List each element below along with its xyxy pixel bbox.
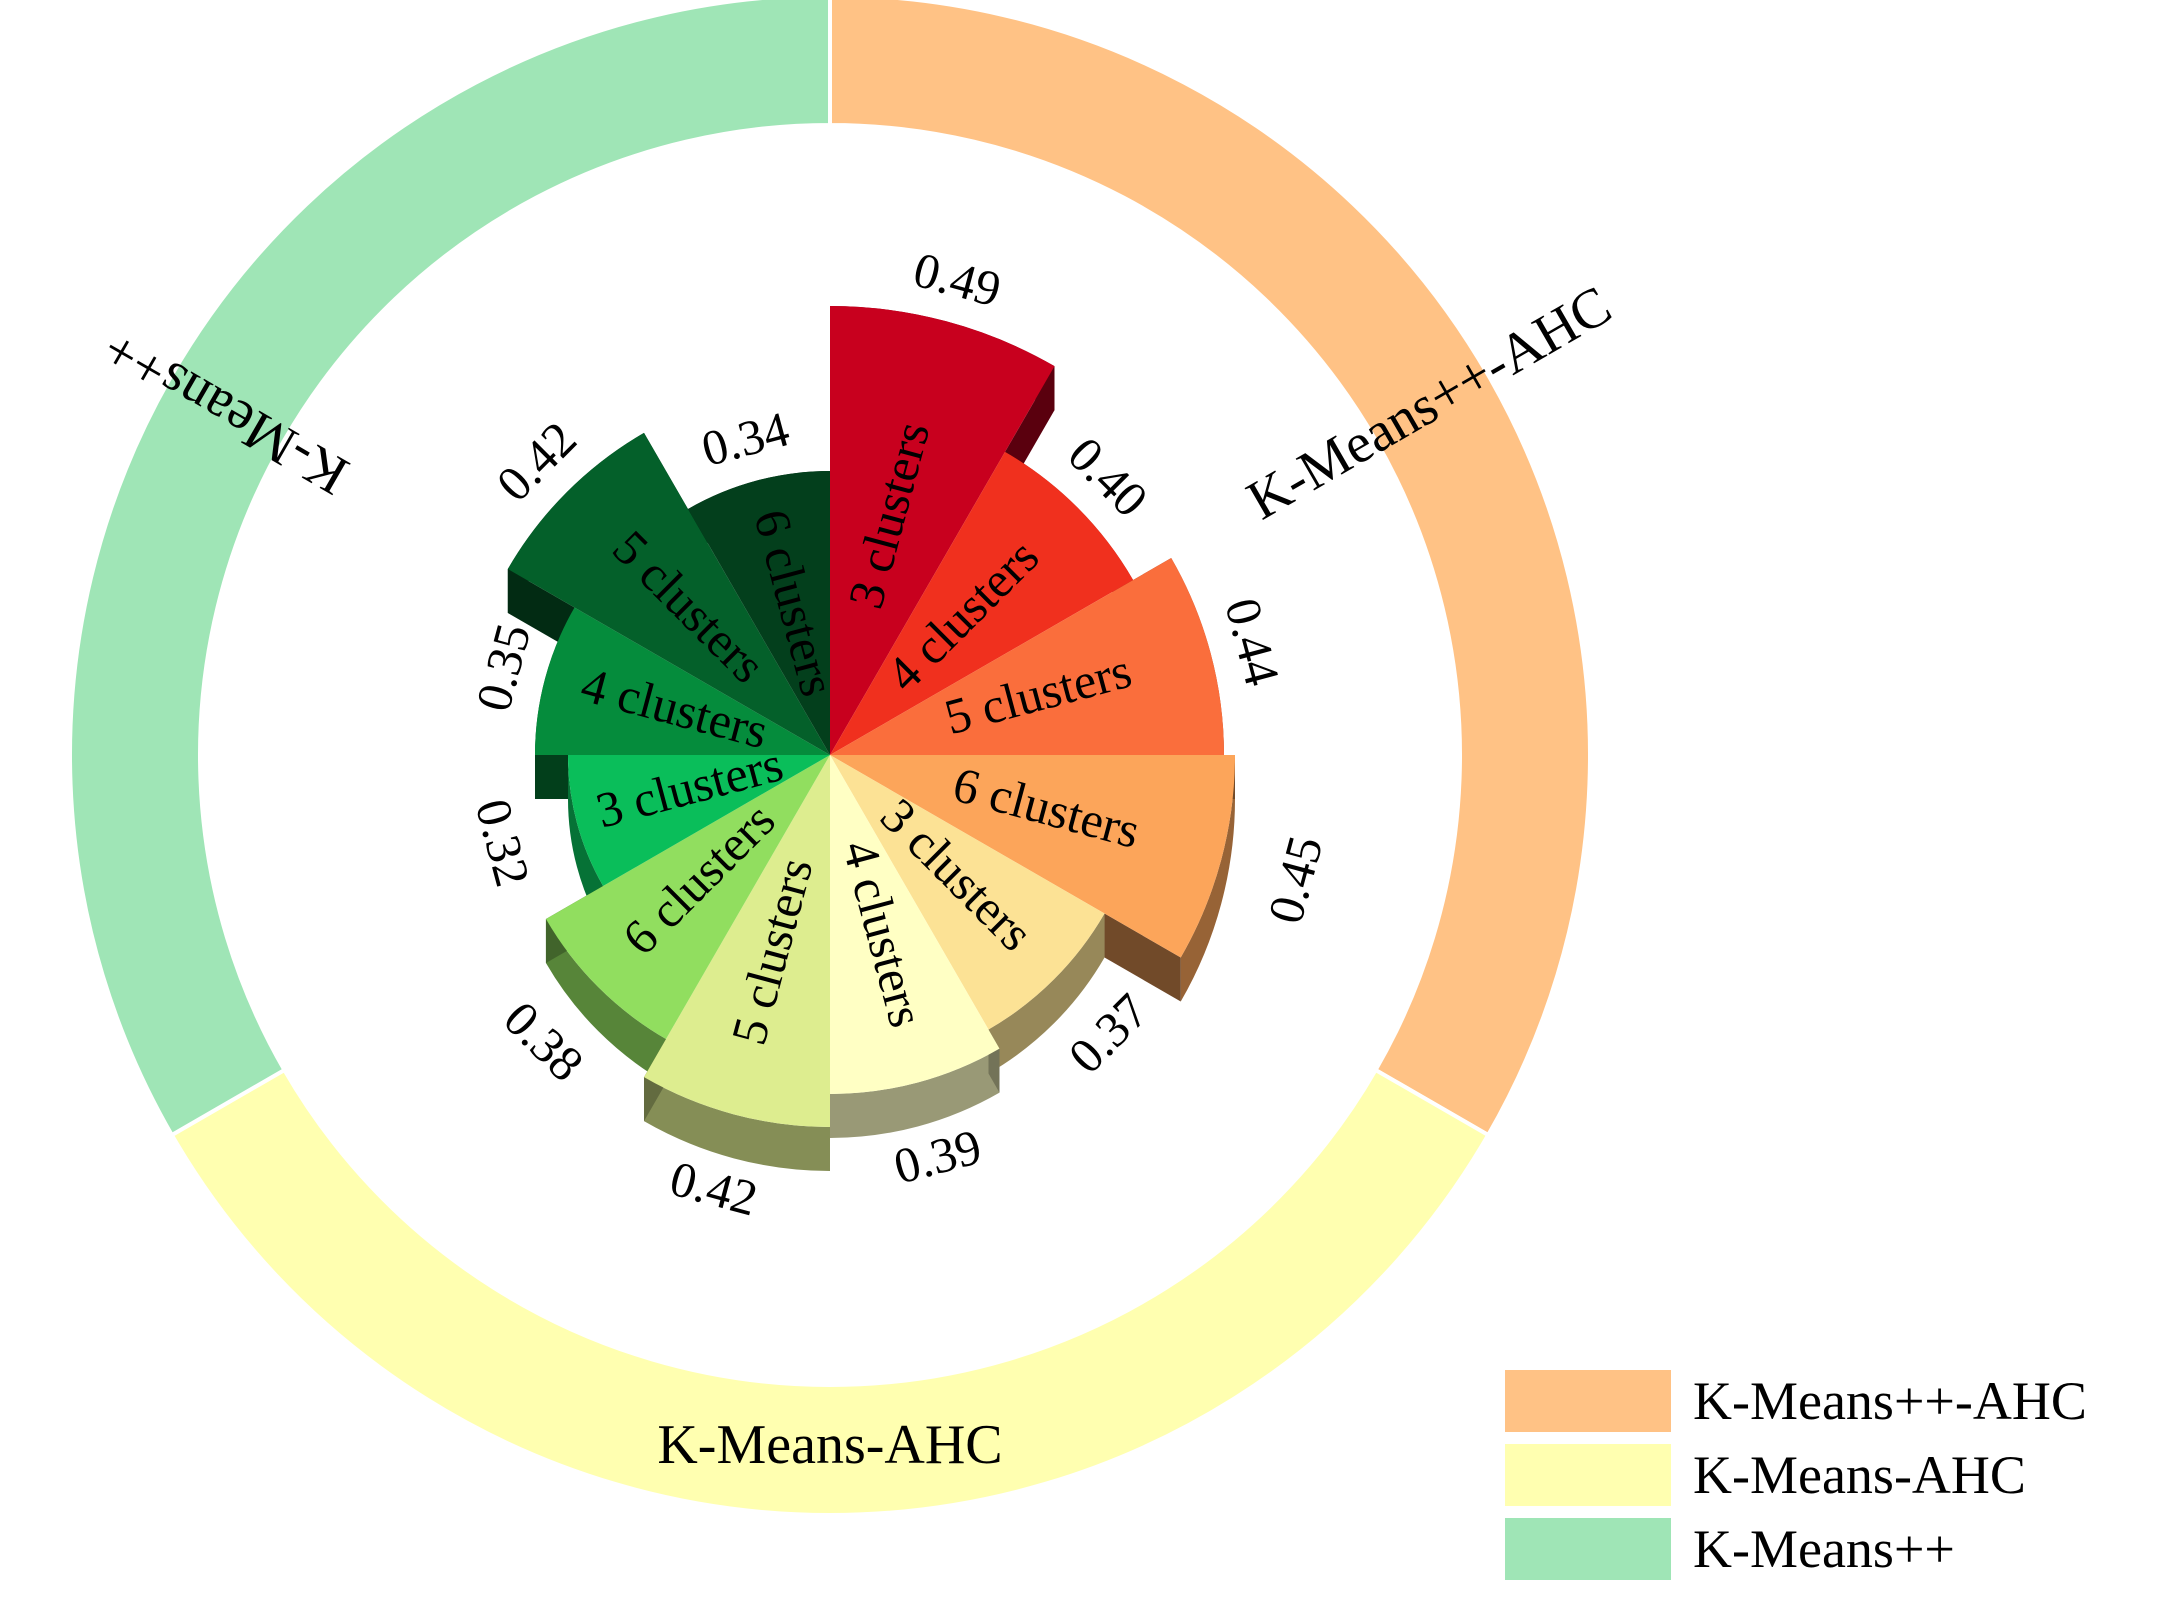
segment-side	[545, 919, 666, 1084]
segment-bar	[535, 607, 830, 755]
segment-value-label: 0.34	[696, 400, 795, 477]
segment-side	[644, 1077, 830, 1171]
group-ring-arc	[68, 0, 832, 1138]
segment-bar	[830, 451, 1134, 755]
segment-value-label: 0.35	[465, 618, 542, 717]
segment-side	[988, 913, 1105, 1074]
legend-entry: K-Means++	[1505, 1518, 2165, 1580]
segment-bar	[830, 755, 1105, 1030]
segment-bar	[830, 755, 1000, 1094]
segment-value-label: 0.44	[1214, 592, 1291, 691]
segment-value-label: 0.32	[465, 793, 542, 892]
group-ring-arc	[828, 0, 1592, 1138]
legend-swatch	[1505, 1370, 1671, 1432]
segments	[507, 306, 1235, 1171]
legend-swatch	[1505, 1518, 1671, 1580]
segment-bar	[545, 755, 830, 1040]
segment-bar	[830, 755, 1235, 958]
legend-entry: K-Means-AHC	[1505, 1444, 2165, 1506]
legend-label: K-Means++	[1693, 1519, 1955, 1579]
legend-entry: K-Means++-AHC	[1505, 1370, 2165, 1432]
segment-bar	[830, 306, 1055, 755]
group-ring-arc	[169, 1067, 1491, 1518]
legend-swatch	[1505, 1444, 1671, 1506]
legend-label: K-Means-AHC	[1693, 1445, 2026, 1505]
legend-label: K-Means++-AHC	[1693, 1371, 2087, 1431]
segment-side	[830, 1048, 1000, 1138]
segment-wall	[535, 755, 568, 799]
segment-side	[568, 755, 604, 930]
segment-wall	[1104, 913, 1181, 1002]
segment-bar	[568, 755, 830, 886]
segment-wall	[507, 569, 575, 652]
segment-value-label: 0.45	[1257, 830, 1334, 929]
segment-value-label: 0.49	[908, 241, 1007, 318]
legend: K-Means++-AHC K-Means-AHC K-Means++	[1505, 1370, 2165, 1592]
group-ring-label: K-Means-AHC	[657, 1414, 1002, 1476]
segment-bar	[507, 432, 830, 755]
segment-bar	[688, 471, 830, 755]
segment-bar	[644, 755, 830, 1127]
segment-side	[1180, 755, 1235, 1002]
segment-bar	[830, 558, 1224, 755]
